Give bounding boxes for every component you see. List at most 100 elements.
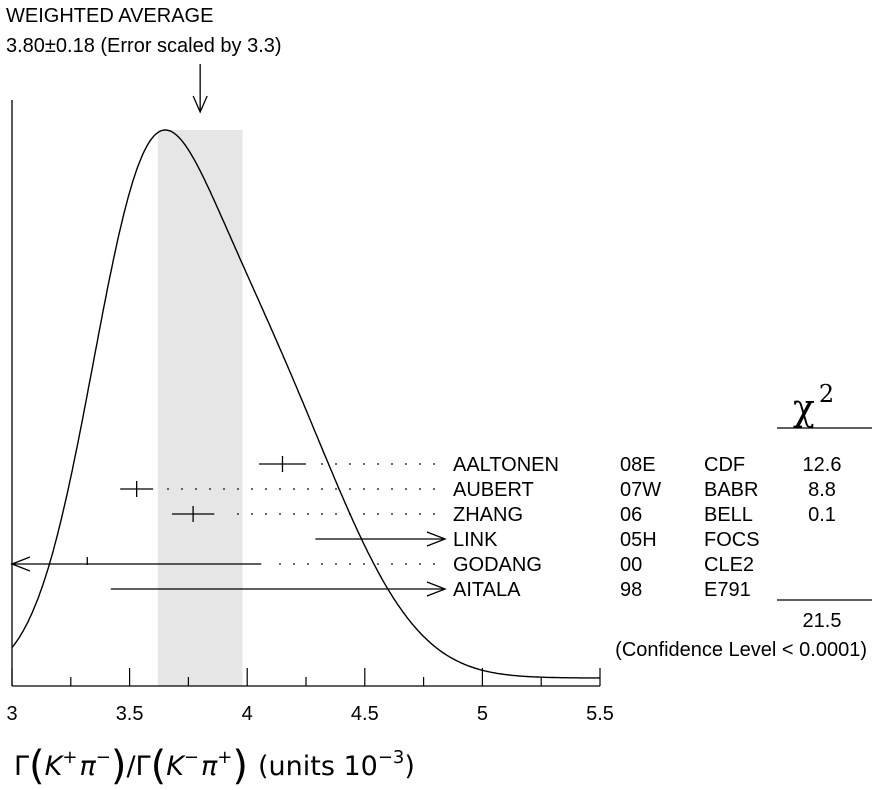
leader-dot <box>377 463 379 465</box>
measurement-experiment: CLE2 <box>704 554 754 576</box>
leader-dot <box>335 563 337 565</box>
leader-dot <box>251 513 253 515</box>
arrow-head <box>426 531 447 547</box>
x-axis-label: Γ(K+π−)/Γ(K−π+) (units 10−3) <box>14 743 415 789</box>
chi2-exponent: 2 <box>819 380 834 408</box>
xlabel-kaon-2-charge: − <box>184 747 199 768</box>
leader-dot <box>391 513 393 515</box>
leader-dot <box>335 488 337 490</box>
leader-dot <box>279 563 281 565</box>
measurement-chi2: 8.8 <box>808 479 836 501</box>
measurement-row: LINK 05H FOCS <box>315 529 760 551</box>
leader-dot <box>321 513 323 515</box>
leader-dot <box>307 488 309 490</box>
leader-dot <box>377 488 379 490</box>
leader-dot <box>293 513 295 515</box>
measurement-ref: 05H <box>620 529 657 551</box>
leader-dot <box>363 513 365 515</box>
leader-dot <box>167 488 169 490</box>
leader-dot <box>237 513 239 515</box>
leader-dot <box>433 463 435 465</box>
ideogram-curve <box>11 129 601 679</box>
x-tick-label: 3 <box>6 703 17 725</box>
leader-dot <box>349 513 351 515</box>
leader-dot <box>391 563 393 565</box>
chart-subtitle: 3.80±0.18 (Error scaled by 3.3) <box>6 35 282 57</box>
leader-dot <box>419 513 421 515</box>
xlabel-units: (units 10 <box>258 751 378 782</box>
leader-dot <box>363 463 365 465</box>
leader-dot <box>377 563 379 565</box>
x-tick-label: 5 <box>477 703 488 725</box>
measurement-row: AITALA 98 E791 <box>110 579 751 601</box>
leader-dot <box>349 563 351 565</box>
leader-dot <box>321 488 323 490</box>
leader-dot <box>293 563 295 565</box>
leader-dot <box>265 488 267 490</box>
measurement-row: GODANG 00 CLE2 <box>10 554 754 576</box>
leader-dot <box>335 513 337 515</box>
arrow-head <box>10 556 31 572</box>
measurement-name: AUBERT <box>453 479 534 501</box>
xlabel-units-exponent: −3 <box>378 747 405 768</box>
leader-dot <box>265 513 267 515</box>
weighted-average-band <box>157 130 243 686</box>
xlabel-units-close: ) <box>404 751 415 782</box>
leader-dot <box>321 463 323 465</box>
xlabel-close-paren-1: ) <box>111 743 127 789</box>
leader-dot <box>433 513 435 515</box>
measurement-name: AITALA <box>453 579 521 601</box>
xlabel-open-paren-1: ( <box>29 743 45 789</box>
measurement-row: AUBERT 07W BABR 8.8 <box>120 479 836 501</box>
measurement-experiment: E791 <box>704 579 751 601</box>
measurements-group: AALTONEN 08E CDF 12.6 AUBERT 07W BABR 8.8 ZHANG 0… <box>10 454 841 601</box>
measurement-ref: 98 <box>620 579 642 601</box>
leader-dot <box>433 488 435 490</box>
leader-dot <box>405 488 407 490</box>
xlabel-pion-2: π <box>201 751 218 782</box>
leader-dot <box>307 563 309 565</box>
x-tick-label: 4.5 <box>351 703 379 725</box>
leader-dot <box>433 563 435 565</box>
measurement-ref: 07W <box>620 479 661 501</box>
leader-dot <box>335 463 337 465</box>
leader-dot <box>321 563 323 565</box>
leader-dot <box>209 488 211 490</box>
leader-dot <box>237 488 239 490</box>
leader-dot <box>181 488 183 490</box>
leader-dot <box>279 488 281 490</box>
weighted-average-arrow <box>192 64 208 114</box>
measurement-experiment: FOCS <box>704 529 760 551</box>
leader-dot <box>293 488 295 490</box>
leader-dot <box>405 513 407 515</box>
leader-dot <box>349 463 351 465</box>
xlabel-slash: / <box>126 751 136 782</box>
measurement-name: GODANG <box>453 554 542 576</box>
leader-dot <box>251 488 253 490</box>
leader-dot <box>391 463 393 465</box>
xlabel-gamma-2: Γ <box>136 751 151 782</box>
x-tick-label: 4 <box>242 703 253 725</box>
leader-dot <box>405 463 407 465</box>
measurement-row: AALTONEN 08E CDF 12.6 <box>258 454 841 476</box>
xlabel-gamma-1: Γ <box>14 751 29 782</box>
xlabel-kaon-2: K <box>166 751 186 782</box>
arrow-head <box>426 581 447 597</box>
chi2-total: 21.5 <box>803 610 842 632</box>
xlabel-kaon-1-charge: + <box>62 747 77 768</box>
arrow-head <box>192 95 208 114</box>
xlabel-pion-1: π <box>79 751 96 782</box>
measurement-experiment: BABR <box>704 479 758 501</box>
xlabel-pion-2-charge: + <box>217 747 232 768</box>
leader-dot <box>391 488 393 490</box>
x-tick-label: 5.5 <box>586 703 614 725</box>
chart-title: WEIGHTED AVERAGE <box>6 5 213 27</box>
leader-dot <box>195 488 197 490</box>
leader-dot <box>223 488 225 490</box>
xlabel-open-paren-2: ( <box>151 743 167 789</box>
leader-dot <box>405 563 407 565</box>
measurement-chi2: 0.1 <box>808 504 836 526</box>
leader-dot <box>349 488 351 490</box>
